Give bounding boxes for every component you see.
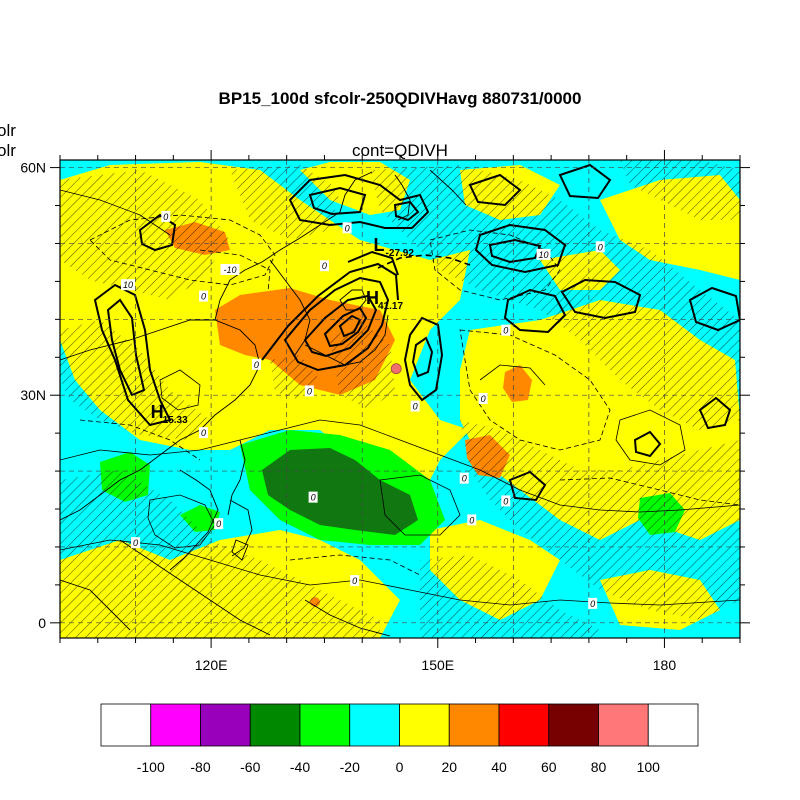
- colorbar-label: 80: [591, 759, 607, 775]
- colorbar-label: 100: [637, 759, 661, 775]
- colorbar-swatch: [448, 703, 500, 747]
- contour-label-box: [501, 495, 511, 507]
- contour-label: 0: [307, 386, 312, 396]
- pressure-center-value: 41.17: [378, 301, 403, 312]
- contour-label: 0: [598, 242, 603, 252]
- location-marker: [390, 363, 402, 375]
- contour-label: 0: [469, 515, 474, 525]
- contour-label-box: [595, 241, 605, 253]
- high-center-letter: H: [151, 402, 164, 422]
- colorbar-swatch: [299, 703, 351, 747]
- contour-label-box: [536, 248, 551, 260]
- colorbar-swatch: [548, 703, 599, 747]
- contour-label: 0: [322, 261, 327, 271]
- colorbar-swatch: [399, 703, 450, 747]
- contour-label: 0: [311, 493, 316, 503]
- lon-tick-label: 120E: [195, 657, 228, 673]
- colorbar-swatch: [647, 703, 699, 747]
- contour-label: 0: [201, 292, 206, 302]
- colorbar-label: -60: [240, 759, 260, 775]
- contour-label-box: [350, 575, 360, 587]
- lon-tick-label: 150E: [421, 657, 454, 673]
- significance-hatching: [60, 160, 740, 638]
- contour-label-box: [410, 400, 420, 412]
- olr-fill-negative-60: [262, 448, 418, 535]
- contour-label: 0: [413, 402, 418, 412]
- contour-label-box: [161, 210, 171, 222]
- colorbar-swatch: [349, 703, 400, 747]
- colorbar-label: -20: [340, 759, 360, 775]
- contour-label: 0: [254, 360, 259, 370]
- colorbar-swatch: [249, 703, 301, 747]
- colorbar-swatch: [100, 703, 152, 747]
- lat-tick-label: 0: [38, 615, 46, 631]
- contour-label-box: [121, 279, 135, 291]
- contour-label-box: [304, 385, 314, 397]
- contours-negative-thin: [79, 214, 740, 576]
- contour-thick-dashed: [377, 254, 471, 269]
- lon-tick-label: 180: [653, 657, 677, 673]
- contours-thick: [93, 163, 740, 502]
- colorbar-labels: -100 -80 -60 -40 -20 0 20 40 60 80 100: [137, 759, 660, 775]
- contour-label: 0: [163, 212, 168, 222]
- contour-labels: 0 -10 10 0 0 0 10 0 0 0 0 0 0 0 0 0 0 0 0 0 0 0: [121, 210, 605, 609]
- contour-label-box: [459, 472, 469, 484]
- contour-label-box: [342, 222, 352, 234]
- pressure-center-value: -27.92: [386, 248, 415, 259]
- contour-label-box: [214, 518, 224, 530]
- contour-label: 0: [345, 223, 350, 233]
- contour-label: 10: [123, 280, 133, 290]
- contour-label-box: [319, 260, 329, 272]
- map-title: BP15_100d sfcolr-250QDIVHavg 880731/0000: [219, 89, 582, 108]
- contour-label: 0: [481, 394, 486, 404]
- contour-label: 0: [352, 576, 357, 586]
- colorbar-label: -40: [290, 759, 310, 775]
- colorbar-swatch: [200, 703, 251, 747]
- lat-lon-gridlines: [60, 160, 740, 638]
- colorbar-label: 40: [491, 759, 507, 775]
- contours-positive-thin: [60, 189, 740, 606]
- contour-label: 0: [201, 428, 206, 438]
- pressure-center-value: 15.33: [163, 415, 188, 426]
- colorbar-label: -100: [137, 759, 165, 775]
- contour-label-box: [220, 264, 240, 276]
- left-edge-label-2: olr: [0, 141, 16, 160]
- colorbar-label: -80: [190, 759, 210, 775]
- left-edge-label-1: olr: [0, 121, 16, 140]
- contour-label-box: [199, 290, 209, 302]
- contour-label: 0: [590, 599, 595, 609]
- contour-label-box: [308, 491, 318, 503]
- contour-label: 0: [503, 496, 508, 506]
- axis-ticks: [50, 150, 750, 648]
- axis-labels: 60N 30N 0 120E 150E 180: [20, 160, 676, 673]
- contour-label: 0: [216, 519, 221, 529]
- colorbar-label: 0: [396, 759, 404, 775]
- contour-label: 10: [539, 250, 549, 260]
- contour-label-box: [467, 514, 477, 526]
- lat-tick-label: 60N: [20, 160, 46, 176]
- colorbar-label: 20: [441, 759, 457, 775]
- contour-label-box: [478, 393, 488, 404]
- contour-label-box: [251, 358, 261, 370]
- contour-label: 0: [462, 474, 467, 484]
- pressure-centers: L -27.92H 41.17H 15.33: [151, 235, 415, 426]
- map-subtitle: cont=QDIVH: [352, 141, 448, 160]
- contour-label-box: [501, 324, 511, 336]
- contour-label: 0: [133, 538, 138, 548]
- high-center-letter: H: [366, 288, 379, 308]
- contour-label: 0: [503, 326, 508, 336]
- colorbar-swatch: [498, 703, 550, 747]
- lat-tick-label: 30N: [20, 387, 46, 403]
- contour-label-box: [588, 597, 598, 609]
- colorbar-swatch: [598, 703, 649, 747]
- colorbar-label: 60: [541, 759, 557, 775]
- colorbar: [100, 703, 699, 747]
- colorbar-swatch: [150, 703, 201, 747]
- low-center-letter: L: [374, 235, 385, 255]
- contour-label: -10: [223, 265, 236, 275]
- contour-label-box: [131, 537, 141, 549]
- map-plot-area: 0 -10 10 0 0 0 10 0 0 0 0 0 0 0 0 0 0 0 0 0 0 0: [60, 160, 740, 638]
- contour-label-box: [199, 427, 209, 439]
